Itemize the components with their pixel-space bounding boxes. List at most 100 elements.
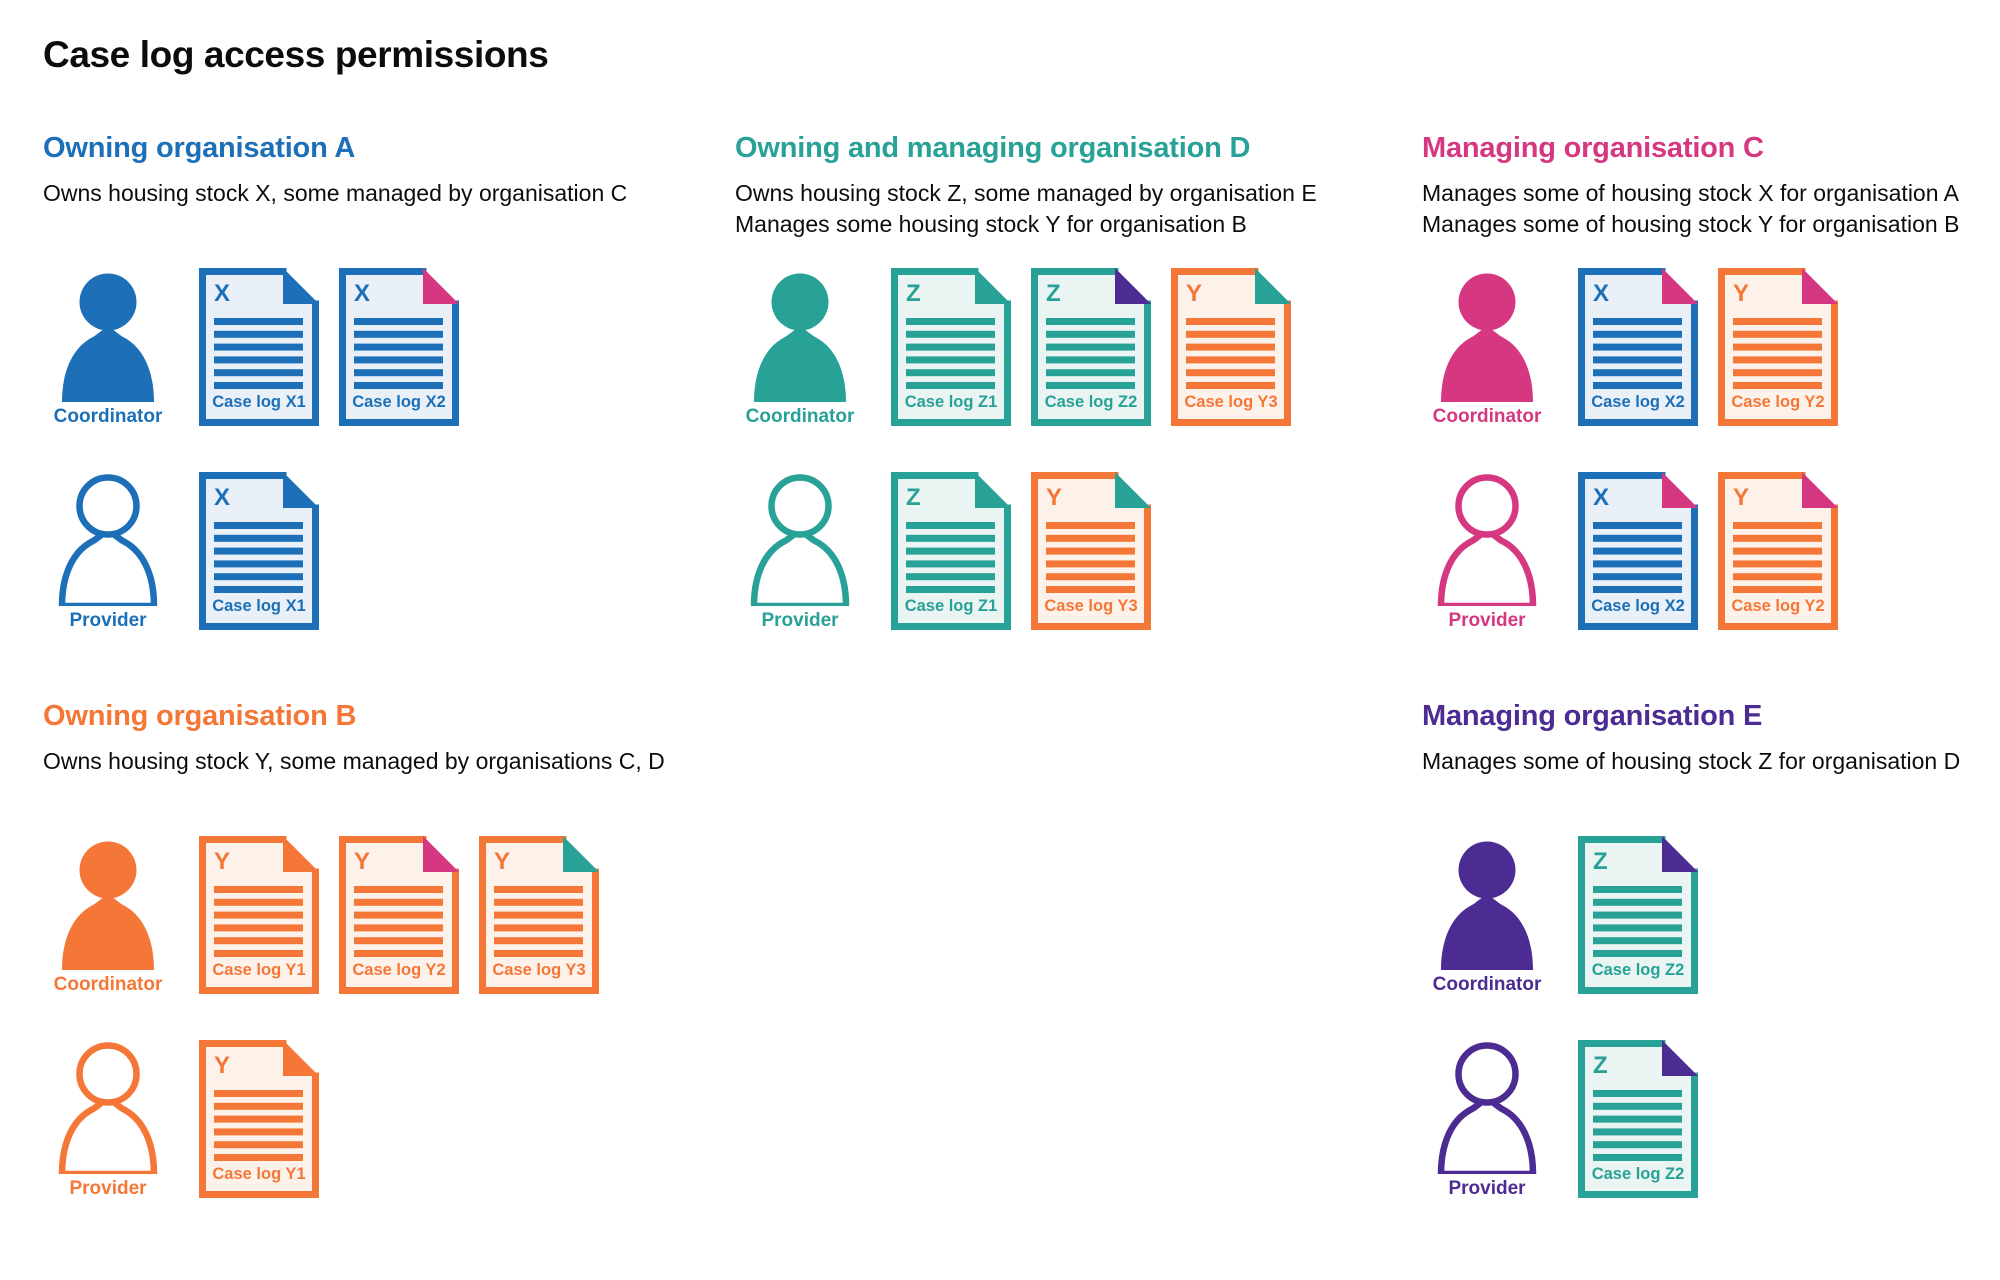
- doc-line: [1046, 356, 1135, 364]
- doc-letter: Y: [1733, 280, 1749, 307]
- role-label: Provider: [69, 1178, 147, 1199]
- doc-line: [1593, 1141, 1682, 1149]
- doc-line: [354, 950, 443, 957]
- doc-line: [214, 898, 303, 906]
- case-log-list: X Case log X2 Y Case log Y2: [1578, 268, 1838, 426]
- doc-line: [354, 924, 443, 932]
- section-org-b: Owning organisation B Owns housing stock …: [43, 698, 703, 1200]
- provider-row: Provider Y Case log Y1: [43, 1040, 703, 1200]
- doc-line: [1593, 924, 1682, 932]
- doc-line: [1593, 356, 1682, 364]
- provider-row: Provider X Case log X1: [43, 472, 703, 632]
- doc-line: [1593, 586, 1682, 593]
- person-body: [754, 328, 846, 402]
- org-description-line: Manages some of housing stock Z for orga…: [1422, 748, 1961, 774]
- doc-letter: Z: [1593, 848, 1608, 875]
- doc-line: [1733, 560, 1822, 568]
- doc-line: [214, 522, 303, 529]
- case-log-doc: X Case log X1: [199, 472, 319, 630]
- doc-border: [1578, 268, 1698, 426]
- doc-lines: [214, 1090, 303, 1161]
- role-label: Coordinator: [53, 974, 163, 995]
- doc-line: [1186, 356, 1275, 364]
- doc-line: [1593, 1154, 1682, 1161]
- doc-label: Case log Z1: [905, 597, 998, 615]
- provider-icon: [750, 474, 850, 606]
- page-title: Case log access permissions: [43, 34, 549, 75]
- person-body: [750, 528, 850, 606]
- coordinator-icon: [1441, 273, 1533, 402]
- doc-line: [906, 330, 995, 338]
- doc-fold-icon: [283, 472, 319, 508]
- coordinator-row: Coordinator Z Case log Z2: [1422, 836, 2000, 996]
- doc-line: [354, 343, 443, 351]
- case-log-list: X Case log X2 Y Case log Y2: [1578, 472, 1838, 630]
- doc-line: [1593, 937, 1682, 945]
- coordinator-row: Coordinator X Case log X1 X Case log X2: [43, 268, 703, 428]
- case-log-doc: Y Case log Y3: [479, 836, 599, 994]
- case-log-list: X Case log X1 X Case log X2: [199, 268, 459, 426]
- coordinator-icon: [62, 841, 154, 970]
- org-description-line: Manages some of housing stock Y for orga…: [1422, 211, 1960, 237]
- doc-line: [214, 1154, 303, 1161]
- case-log-list: Y Case log Y1 Y Case log Y2 Y Case log Y3: [199, 836, 599, 994]
- doc-letter: Y: [1046, 484, 1062, 511]
- provider-row: Provider X Case log X2 Y Case log Y2: [1422, 472, 2000, 632]
- doc-label: Case log Y1: [212, 1165, 305, 1183]
- doc-label: Case log X1: [212, 597, 306, 615]
- case-log-doc: Z Case log Z2: [1578, 1040, 1698, 1198]
- doc-fold-icon: [1115, 472, 1151, 508]
- doc-line: [1593, 950, 1682, 957]
- doc-border: [1718, 268, 1838, 426]
- coordinator-icon: [754, 273, 846, 402]
- role-label: Provider: [1448, 610, 1526, 631]
- person-head: [76, 474, 140, 538]
- coordinator-figure: Coordinator: [43, 268, 173, 428]
- case-log-doc: X Case log X1: [199, 268, 319, 426]
- org-description-line: Manages some of housing stock X for orga…: [1422, 180, 1959, 206]
- doc-line: [214, 382, 303, 389]
- doc-line: [906, 586, 995, 593]
- doc-line: [1593, 886, 1682, 893]
- person-body: [1441, 328, 1533, 402]
- doc-line: [906, 356, 995, 364]
- doc-line: [354, 356, 443, 364]
- org-description: Owns housing stock Y, some managed by or…: [43, 746, 703, 812]
- provider-figure: Provider: [43, 472, 173, 632]
- doc-lines: [1593, 886, 1682, 957]
- doc-line: [214, 950, 303, 957]
- doc-line: [1733, 522, 1822, 529]
- doc-lines: [906, 318, 995, 389]
- doc-line: [1593, 1102, 1682, 1110]
- doc-line: [214, 586, 303, 593]
- case-log-list: Z Case log Z2: [1578, 836, 1698, 994]
- role-label: Coordinator: [1432, 974, 1542, 995]
- doc-line: [354, 369, 443, 377]
- provider-figure: Provider: [1422, 472, 1552, 632]
- doc-lines: [214, 318, 303, 389]
- doc-line: [1046, 330, 1135, 338]
- doc-line: [1593, 1128, 1682, 1136]
- doc-line: [1186, 382, 1275, 389]
- doc-line: [214, 1128, 303, 1136]
- case-log-list: Z Case log Z2: [1578, 1040, 1698, 1198]
- doc-label: Case log X2: [1591, 393, 1685, 411]
- doc-line: [906, 382, 995, 389]
- doc-line: [1046, 522, 1135, 529]
- doc-fold-icon: [1662, 472, 1698, 508]
- doc-lines: [1733, 318, 1822, 389]
- doc-line: [494, 886, 583, 893]
- org-description-line: Owns housing stock Y, some managed by or…: [43, 748, 665, 774]
- doc-label: Case log Y1: [212, 961, 305, 979]
- doc-line: [1046, 547, 1135, 555]
- doc-border: [199, 268, 319, 426]
- doc-line: [1046, 560, 1135, 568]
- doc-line: [354, 886, 443, 893]
- doc-line: [1593, 369, 1682, 377]
- section-org-a: Owning organisation A Owns housing stock …: [43, 130, 703, 632]
- doc-line: [214, 343, 303, 351]
- doc-fold-icon: [423, 836, 459, 872]
- doc-letter: X: [1593, 484, 1609, 511]
- doc-lines: [214, 522, 303, 593]
- doc-line: [1046, 369, 1135, 377]
